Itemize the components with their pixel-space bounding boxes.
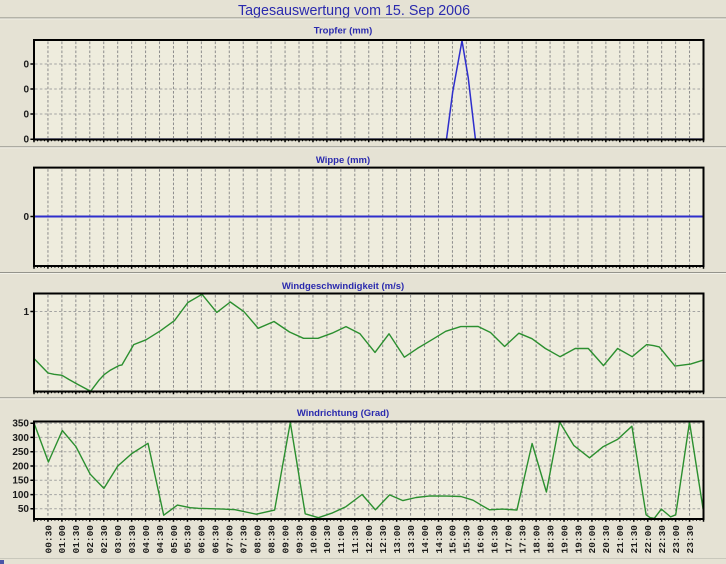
svg-text:16:30: 16:30 — [490, 525, 501, 554]
svg-text:09:00: 09:00 — [280, 525, 291, 554]
svg-text:04:00: 04:00 — [141, 525, 152, 554]
svg-text:03:30: 03:30 — [127, 525, 138, 554]
svg-text:03:00: 03:00 — [113, 525, 124, 554]
svg-text:02:00: 02:00 — [85, 525, 96, 554]
svg-text:00:30: 00:30 — [43, 525, 54, 554]
svg-text:0: 0 — [23, 212, 29, 223]
svg-text:01:30: 01:30 — [71, 525, 82, 554]
svg-text:14:30: 14:30 — [434, 525, 445, 554]
svg-text:07:00: 07:00 — [225, 525, 236, 554]
svg-text:21:30: 21:30 — [629, 525, 640, 554]
svg-text:250: 250 — [12, 447, 29, 458]
svg-text:07:30: 07:30 — [239, 525, 250, 554]
svg-text:150: 150 — [12, 476, 29, 487]
svg-text:14:00: 14:00 — [420, 525, 431, 554]
svg-text:11:30: 11:30 — [350, 525, 361, 554]
svg-text:08:00: 08:00 — [252, 525, 263, 554]
svg-text:23:30: 23:30 — [685, 525, 696, 554]
svg-text:18:00: 18:00 — [531, 525, 542, 554]
svg-text:06:00: 06:00 — [197, 525, 208, 554]
svg-text:09:30: 09:30 — [294, 525, 305, 554]
svg-text:15:00: 15:00 — [448, 525, 459, 554]
svg-text:17:00: 17:00 — [504, 525, 515, 554]
svg-text:0: 0 — [23, 109, 29, 120]
svg-text:22:30: 22:30 — [657, 525, 668, 554]
svg-text:300: 300 — [12, 433, 29, 444]
svg-text:06:30: 06:30 — [211, 525, 222, 554]
svg-text:0: 0 — [23, 135, 29, 146]
svg-text:15:30: 15:30 — [462, 525, 473, 554]
svg-text:22:00: 22:00 — [643, 525, 654, 554]
svg-text:Wippe (mm): Wippe (mm) — [316, 155, 370, 166]
svg-text:10:00: 10:00 — [308, 525, 319, 554]
svg-text:20:30: 20:30 — [601, 525, 612, 554]
svg-text:08:30: 08:30 — [266, 525, 277, 554]
svg-text:21:00: 21:00 — [615, 525, 626, 554]
svg-text:100: 100 — [12, 490, 29, 501]
svg-text:13:00: 13:00 — [392, 525, 403, 554]
svg-text:0: 0 — [23, 84, 29, 95]
svg-text:350: 350 — [12, 419, 29, 430]
svg-text:1: 1 — [23, 307, 29, 318]
svg-text:23:00: 23:00 — [671, 525, 682, 554]
svg-text:Windrichtung (Grad): Windrichtung (Grad) — [297, 408, 389, 419]
svg-text:Tropfer (mm): Tropfer (mm) — [314, 26, 373, 37]
svg-text:13:30: 13:30 — [406, 525, 417, 554]
svg-text:50: 50 — [18, 504, 30, 515]
svg-text:Tagesauswertung vom 15. Sep 20: Tagesauswertung vom 15. Sep 2006 — [238, 3, 470, 19]
svg-text:11:00: 11:00 — [336, 525, 347, 554]
svg-text:0: 0 — [23, 59, 29, 70]
svg-text:12:00: 12:00 — [364, 525, 375, 554]
svg-text:02:30: 02:30 — [99, 525, 110, 554]
svg-text:16:00: 16:00 — [476, 525, 487, 554]
svg-text:05:30: 05:30 — [183, 525, 194, 554]
svg-text:19:00: 19:00 — [559, 525, 570, 554]
svg-text:200: 200 — [12, 461, 29, 472]
svg-text:19:30: 19:30 — [573, 525, 584, 554]
svg-text:Windgeschwindigkeit (m/s): Windgeschwindigkeit (m/s) — [282, 281, 404, 292]
svg-text:01:00: 01:00 — [57, 525, 68, 554]
svg-text:18:30: 18:30 — [545, 525, 556, 554]
svg-text:20:00: 20:00 — [587, 525, 598, 554]
svg-text:12:30: 12:30 — [378, 525, 389, 554]
svg-text:10:30: 10:30 — [322, 525, 333, 554]
svg-text:05:00: 05:00 — [169, 525, 180, 554]
svg-text:17:30: 17:30 — [517, 525, 528, 554]
svg-text:04:30: 04:30 — [155, 525, 166, 554]
